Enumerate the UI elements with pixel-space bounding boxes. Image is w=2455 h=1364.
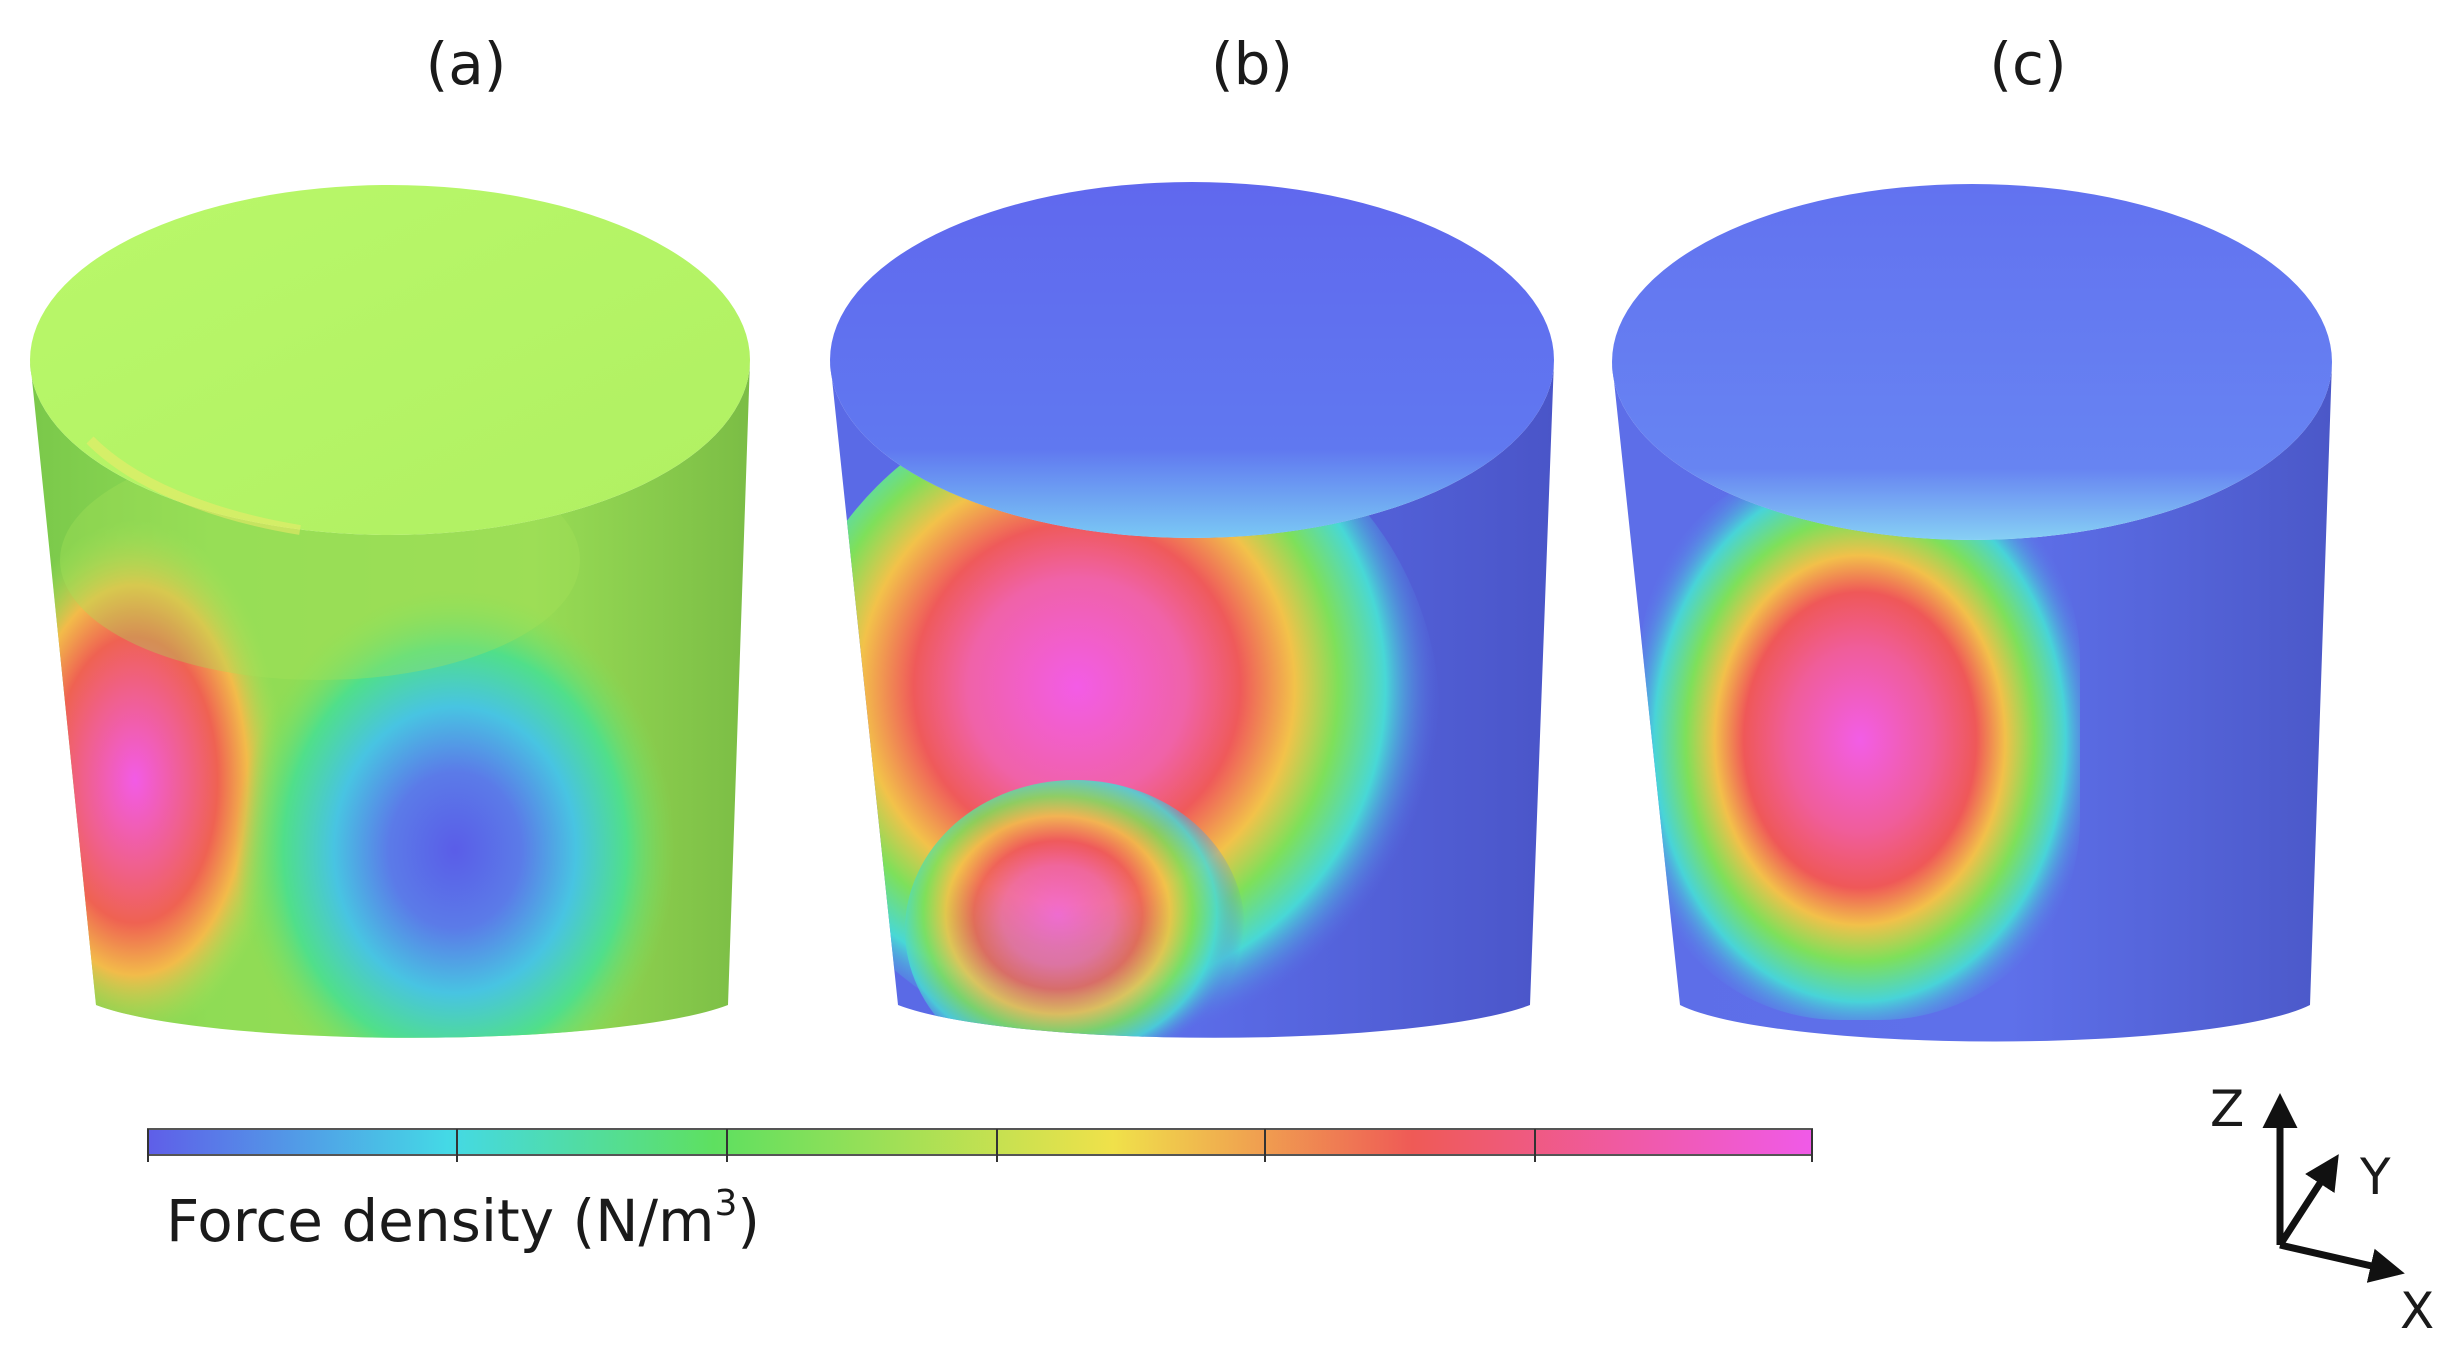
cylinder-b xyxy=(830,182,1554,1038)
axis-label-x: X xyxy=(2400,1282,2435,1340)
x-axis-arrow xyxy=(2279,1241,2405,1283)
axis-label-y: Y xyxy=(2360,1148,2391,1206)
panel-label-a: (a) xyxy=(425,30,507,98)
axes-triad xyxy=(2262,1093,2405,1283)
panel-label-c: (c) xyxy=(1989,30,2067,98)
y-axis-arrow xyxy=(2277,1154,2339,1247)
cylinder-c xyxy=(1612,184,2332,1042)
colorbar xyxy=(147,1128,1813,1162)
colorbar-ticks xyxy=(147,1129,1813,1162)
axis-label-z: Z xyxy=(2210,1080,2245,1138)
cylinder-a xyxy=(30,185,750,1038)
colorbar-title: Force density (N/m3) xyxy=(166,1183,761,1255)
panel-label-b: (b) xyxy=(1210,30,1294,98)
colorbar-title-exponent: 3 xyxy=(714,1183,738,1224)
